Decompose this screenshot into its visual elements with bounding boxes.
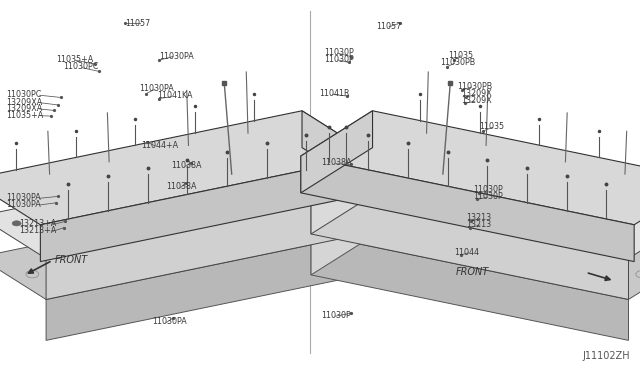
Circle shape	[171, 188, 180, 193]
Circle shape	[290, 163, 299, 169]
Polygon shape	[311, 151, 640, 259]
Circle shape	[574, 204, 583, 209]
Circle shape	[131, 196, 140, 201]
Circle shape	[211, 180, 220, 185]
Text: 11030P: 11030P	[324, 48, 353, 57]
Polygon shape	[311, 193, 628, 299]
Circle shape	[321, 183, 330, 189]
Text: 11035: 11035	[479, 122, 504, 131]
Polygon shape	[296, 192, 364, 275]
Text: 11035+A: 11035+A	[56, 55, 93, 64]
Text: 11030P: 11030P	[474, 185, 503, 194]
Text: 11030P: 11030P	[321, 311, 351, 320]
Circle shape	[622, 241, 631, 246]
Text: FRONT: FRONT	[54, 256, 88, 265]
Text: 11030PA: 11030PA	[6, 200, 41, 209]
Text: 11030PA: 11030PA	[152, 317, 187, 326]
Polygon shape	[46, 193, 364, 299]
Circle shape	[376, 163, 385, 169]
Text: 13213+A: 13213+A	[19, 226, 56, 235]
Polygon shape	[301, 111, 640, 225]
Text: 13213: 13213	[466, 220, 491, 229]
Circle shape	[123, 224, 132, 230]
Polygon shape	[311, 151, 378, 234]
Text: 13209X: 13209X	[461, 96, 492, 105]
Polygon shape	[0, 151, 364, 259]
Text: 11041KA: 11041KA	[157, 92, 192, 100]
Circle shape	[202, 208, 211, 213]
Circle shape	[424, 200, 433, 205]
Circle shape	[250, 171, 259, 177]
Polygon shape	[0, 192, 364, 299]
Polygon shape	[301, 156, 634, 262]
Circle shape	[44, 241, 52, 246]
Text: 11038A: 11038A	[321, 158, 352, 167]
Text: 11038A: 11038A	[166, 182, 197, 191]
Text: 11044: 11044	[454, 248, 479, 257]
Circle shape	[582, 232, 591, 238]
Text: 11030PA: 11030PA	[6, 193, 41, 202]
Text: 13213: 13213	[466, 213, 491, 222]
Polygon shape	[311, 234, 628, 340]
Polygon shape	[301, 111, 372, 193]
Circle shape	[163, 216, 172, 221]
Polygon shape	[0, 111, 374, 225]
Text: 11030P: 11030P	[324, 55, 353, 64]
Text: 11030PB: 11030PB	[440, 58, 476, 67]
Circle shape	[242, 200, 251, 205]
Circle shape	[12, 221, 21, 226]
Circle shape	[344, 183, 353, 189]
Circle shape	[463, 208, 472, 213]
Circle shape	[503, 216, 512, 221]
Text: FRONT: FRONT	[456, 267, 489, 276]
Text: 13209XA: 13209XA	[6, 98, 43, 107]
Text: 13213+A: 13213+A	[19, 219, 56, 228]
Text: 11038A: 11038A	[172, 161, 202, 170]
Circle shape	[52, 212, 61, 218]
Circle shape	[415, 171, 424, 177]
Text: J11102ZH: J11102ZH	[583, 351, 630, 361]
Text: 11035+A: 11035+A	[6, 111, 44, 120]
Text: 11035: 11035	[448, 51, 473, 60]
Circle shape	[495, 188, 504, 193]
Circle shape	[614, 212, 623, 218]
Text: 13209XA: 13209XA	[6, 104, 43, 113]
Polygon shape	[296, 151, 364, 234]
Text: 11030PA: 11030PA	[159, 52, 193, 61]
Text: 11041R: 11041R	[319, 89, 349, 98]
Text: 11057: 11057	[376, 22, 401, 31]
Circle shape	[384, 192, 393, 197]
Text: 11044+A: 11044+A	[141, 141, 178, 150]
Circle shape	[543, 224, 552, 230]
Text: 11057: 11057	[125, 19, 150, 28]
Circle shape	[282, 192, 291, 197]
Text: 11030P: 11030P	[474, 192, 503, 201]
Text: 11030PC: 11030PC	[63, 62, 98, 71]
Polygon shape	[40, 156, 374, 262]
Text: 11030PA: 11030PA	[140, 84, 174, 93]
Circle shape	[83, 232, 92, 238]
Text: 13209X: 13209X	[461, 89, 492, 98]
Polygon shape	[311, 192, 378, 275]
Polygon shape	[302, 111, 374, 193]
Circle shape	[534, 196, 543, 201]
Polygon shape	[311, 192, 640, 299]
Text: 11030PC: 11030PC	[6, 90, 42, 99]
Circle shape	[455, 180, 464, 185]
Text: 11030PB: 11030PB	[458, 82, 493, 91]
Circle shape	[92, 204, 100, 209]
Polygon shape	[46, 234, 364, 340]
